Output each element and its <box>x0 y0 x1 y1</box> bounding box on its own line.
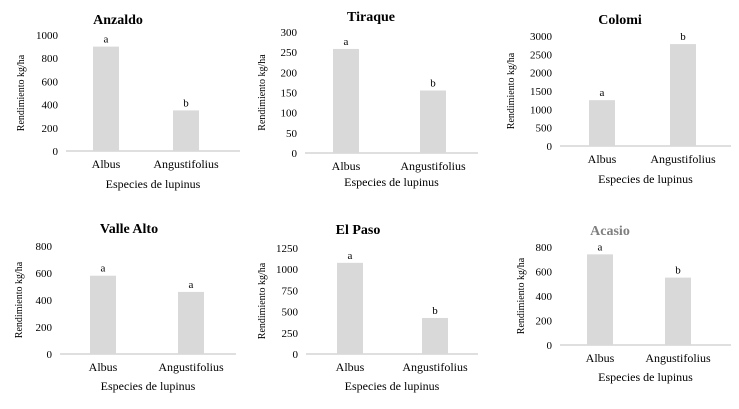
significance-label-anzaldo-angustifolius: b <box>183 97 189 109</box>
significance-label-tiraque-angustifolius: b <box>430 77 436 89</box>
y-tick-label-acasio: 200 <box>536 316 553 328</box>
y-tick-label-acasio: 400 <box>536 291 553 303</box>
significance-label-valle-alto-angustifolius: a <box>189 279 194 291</box>
category-label-el-paso-angustifolius: Angustifolius <box>402 360 468 374</box>
y-axis-title-el-paso: Rendimiento kg/ha <box>257 262 268 339</box>
significance-label-tiraque-albus: a <box>344 36 349 48</box>
bar-tiraque-angustifolius <box>420 90 446 153</box>
y-tick-label-acasio: 600 <box>536 267 553 279</box>
y-tick-label-anzaldo: 600 <box>42 76 59 88</box>
y-tick-label-colomi: 2500 <box>530 49 553 61</box>
y-tick-label-valle-alto: 800 <box>36 241 53 253</box>
y-tick-label-anzaldo: 1000 <box>36 30 59 42</box>
chart-el-paso: El Paso 0 250 500 750 1000 1250 a Albus b Angustif… <box>257 223 478 393</box>
x-axis-title-el-paso: Especies de lupinus <box>345 379 440 393</box>
significance-label-el-paso-albus: a <box>348 250 353 262</box>
chart-title-el-paso: El Paso <box>336 223 381 238</box>
category-label-el-paso-albus: Albus <box>336 360 365 374</box>
category-label-tiraque-albus: Albus <box>332 159 361 173</box>
x-axis-title-colomi: Especies de lupinus <box>598 172 693 186</box>
bar-colomi-angustifolius <box>670 44 696 146</box>
significance-label-acasio-angustifolius: b <box>675 265 681 277</box>
category-label-acasio-angustifolius: Angustifolius <box>645 351 711 365</box>
x-axis-title-acasio: Especies de lupinus <box>598 370 693 384</box>
y-tick-label-el-paso: 500 <box>282 307 299 319</box>
significance-label-acasio-albus: a <box>598 241 603 253</box>
chart-acasio: Acasio 0 200 400 600 800 a Albus b Angustifolius E… <box>516 224 731 384</box>
y-tick-label-anzaldo: 200 <box>42 123 59 135</box>
y-tick-label-valle-alto: 600 <box>36 268 53 280</box>
chart-tiraque: Tiraque 0 50 100 150 200 250 300 a Albus b Angustif… <box>257 10 478 189</box>
y-tick-label-tiraque: 250 <box>281 47 298 59</box>
category-label-tiraque-angustifolius: Angustifolius <box>400 159 466 173</box>
y-tick-label-tiraque: 200 <box>281 67 298 79</box>
bar-el-paso-albus <box>337 262 363 354</box>
category-label-colomi-albus: Albus <box>588 152 617 166</box>
y-axis-title-anzaldo: Rendimiento kg/ha <box>16 54 27 131</box>
bar-anzaldo-albus <box>93 46 119 151</box>
bar-tiraque-albus <box>333 48 359 153</box>
y-axis-title-tiraque: Rendimiento kg/ha <box>257 54 268 131</box>
y-tick-label-tiraque: 300 <box>281 27 298 39</box>
chart-title-valle-alto: Valle Alto <box>100 222 158 237</box>
bar-colomi-albus <box>589 100 615 146</box>
y-tick-label-colomi: 0 <box>547 141 553 153</box>
y-tick-label-tiraque: 0 <box>292 148 298 160</box>
y-tick-label-tiraque: 50 <box>286 128 298 140</box>
chart-title-anzaldo: Anzaldo <box>93 13 143 28</box>
chart-title-acasio: Acasio <box>590 224 630 239</box>
y-tick-label-el-paso: 0 <box>293 349 299 361</box>
y-tick-label-tiraque: 100 <box>281 108 298 120</box>
significance-label-colomi-angustifolius: b <box>680 31 686 43</box>
bar-acasio-albus <box>587 254 613 345</box>
y-tick-label-el-paso: 750 <box>282 285 299 297</box>
significance-label-anzaldo-albus: a <box>104 34 109 46</box>
significance-label-colomi-albus: a <box>600 87 605 99</box>
y-tick-label-acasio: 0 <box>547 340 553 352</box>
y-tick-label-anzaldo: 400 <box>42 100 59 112</box>
chart-valle-alto: Valle Alto 0 200 400 600 800 a Albus a Angustifol… <box>14 222 236 393</box>
y-tick-label-acasio: 800 <box>536 242 553 254</box>
category-label-acasio-albus: Albus <box>586 351 615 365</box>
category-label-colomi-angustifolius: Angustifolius <box>650 152 716 166</box>
category-label-anzaldo-angustifolius: Angustifolius <box>153 157 219 171</box>
x-axis-title-tiraque: Especies de lupinus <box>344 175 439 189</box>
category-label-valle-alto-albus: Albus <box>89 360 118 374</box>
chart-anzaldo: Anzaldo 0 200 400 600 800 1000 a Albus b Angustifo… <box>16 13 240 191</box>
y-tick-label-colomi: 500 <box>536 123 553 135</box>
significance-label-valle-alto-albus: a <box>101 263 106 275</box>
chart-title-tiraque: Tiraque <box>347 10 395 25</box>
y-tick-label-tiraque: 150 <box>281 88 298 100</box>
y-tick-label-colomi: 1500 <box>530 86 553 98</box>
bar-el-paso-angustifolius <box>422 317 448 354</box>
bar-valle-alto-angustifolius <box>178 291 204 354</box>
x-axis-title-anzaldo: Especies de lupinus <box>106 177 201 191</box>
y-axis-title-acasio: Rendimiento kg/ha <box>516 257 527 334</box>
y-tick-label-valle-alto: 200 <box>36 322 53 334</box>
y-tick-label-colomi: 1000 <box>530 104 553 116</box>
category-label-valle-alto-angustifolius: Angustifolius <box>158 360 224 374</box>
y-tick-label-anzaldo: 800 <box>42 53 59 65</box>
bar-acasio-angustifolius <box>665 277 691 345</box>
chart-colomi: Colomi 0 500 1000 1500 2000 2500 3000 a Albus b Ang… <box>506 13 731 186</box>
bar-anzaldo-angustifolius <box>173 110 199 151</box>
y-axis-title-colomi: Rendimiento kg/ha <box>506 52 517 129</box>
y-tick-label-el-paso: 1000 <box>276 264 299 276</box>
y-tick-label-anzaldo: 0 <box>53 146 59 158</box>
chart-title-colomi: Colomi <box>598 13 642 28</box>
bar-valle-alto-albus <box>90 275 116 354</box>
y-tick-label-el-paso: 250 <box>282 328 299 340</box>
y-tick-label-colomi: 2000 <box>530 68 553 80</box>
y-tick-label-el-paso: 1250 <box>276 243 299 255</box>
y-tick-label-colomi: 3000 <box>530 31 553 43</box>
y-axis-title-valle-alto: Rendimiento kg/ha <box>14 261 25 338</box>
y-tick-label-valle-alto: 0 <box>47 349 53 361</box>
significance-label-el-paso-angustifolius: b <box>432 305 438 317</box>
y-tick-label-valle-alto: 400 <box>36 295 53 307</box>
category-label-anzaldo-albus: Albus <box>92 157 121 171</box>
x-axis-title-valle-alto: Especies de lupinus <box>101 379 196 393</box>
